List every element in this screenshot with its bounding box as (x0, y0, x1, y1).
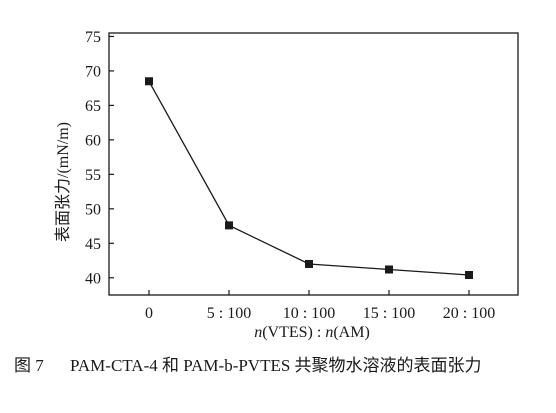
figure-caption: 图 7 PAM-CTA-4 和 PAM-b-PVTES 共聚物水溶液的表面张力 (14, 352, 546, 380)
data-point-marker (305, 259, 313, 268)
caption-text: PAM-CTA-4 和 PAM-b-PVTES 共聚物水溶液的表面张力 (70, 356, 482, 375)
x-axis-title-end: (AM) (333, 324, 369, 341)
x-tick-label: 0 (145, 305, 153, 322)
x-tick-label: 20 : 100 (443, 305, 495, 322)
series-layer (145, 77, 473, 280)
y-tick-label: 70 (85, 63, 101, 80)
axis-labels: 表面张力/(mN/m) n(VTES) : n(AM) (54, 122, 370, 341)
y-tick-label: 40 (85, 270, 101, 287)
x-tick-label: 15 : 100 (363, 305, 415, 322)
series-line (148, 80, 470, 276)
x-tick-label: 5 : 100 (207, 305, 251, 322)
y-tick-label: 65 (85, 98, 101, 115)
data-point-marker (145, 77, 153, 86)
axes (108, 32, 519, 296)
x-axis-title-n1: n (254, 324, 262, 341)
y-tick-label: 75 (85, 29, 101, 46)
x-tick-label: 10 : 100 (283, 305, 335, 322)
x-axis-title-n2: n (325, 324, 333, 341)
line-chart: 40 45 50 55 60 65 70 75 0 5 : 100 10 : 100 15 : 100… (54, 29, 519, 341)
ticks: 40 45 50 55 60 65 70 75 0 5 : 100 10 : 100 15 : 100… (85, 29, 495, 322)
data-point-marker (385, 265, 393, 274)
y-tick-label: 45 (85, 236, 101, 253)
plot-frame (108, 32, 519, 296)
y-tick-label: 50 (85, 201, 101, 218)
caption-label: 图 7 (14, 356, 44, 375)
data-point-marker (225, 221, 233, 230)
y-tick-label: 55 (85, 167, 101, 184)
y-axis-title: 表面张力/(mN/m) (54, 122, 72, 242)
y-tick-label: 60 (85, 132, 101, 149)
x-axis-title-mid: (VTES) : (262, 324, 325, 341)
x-axis-title: n(VTES) : n(AM) (254, 324, 370, 341)
data-point-marker (465, 271, 473, 280)
